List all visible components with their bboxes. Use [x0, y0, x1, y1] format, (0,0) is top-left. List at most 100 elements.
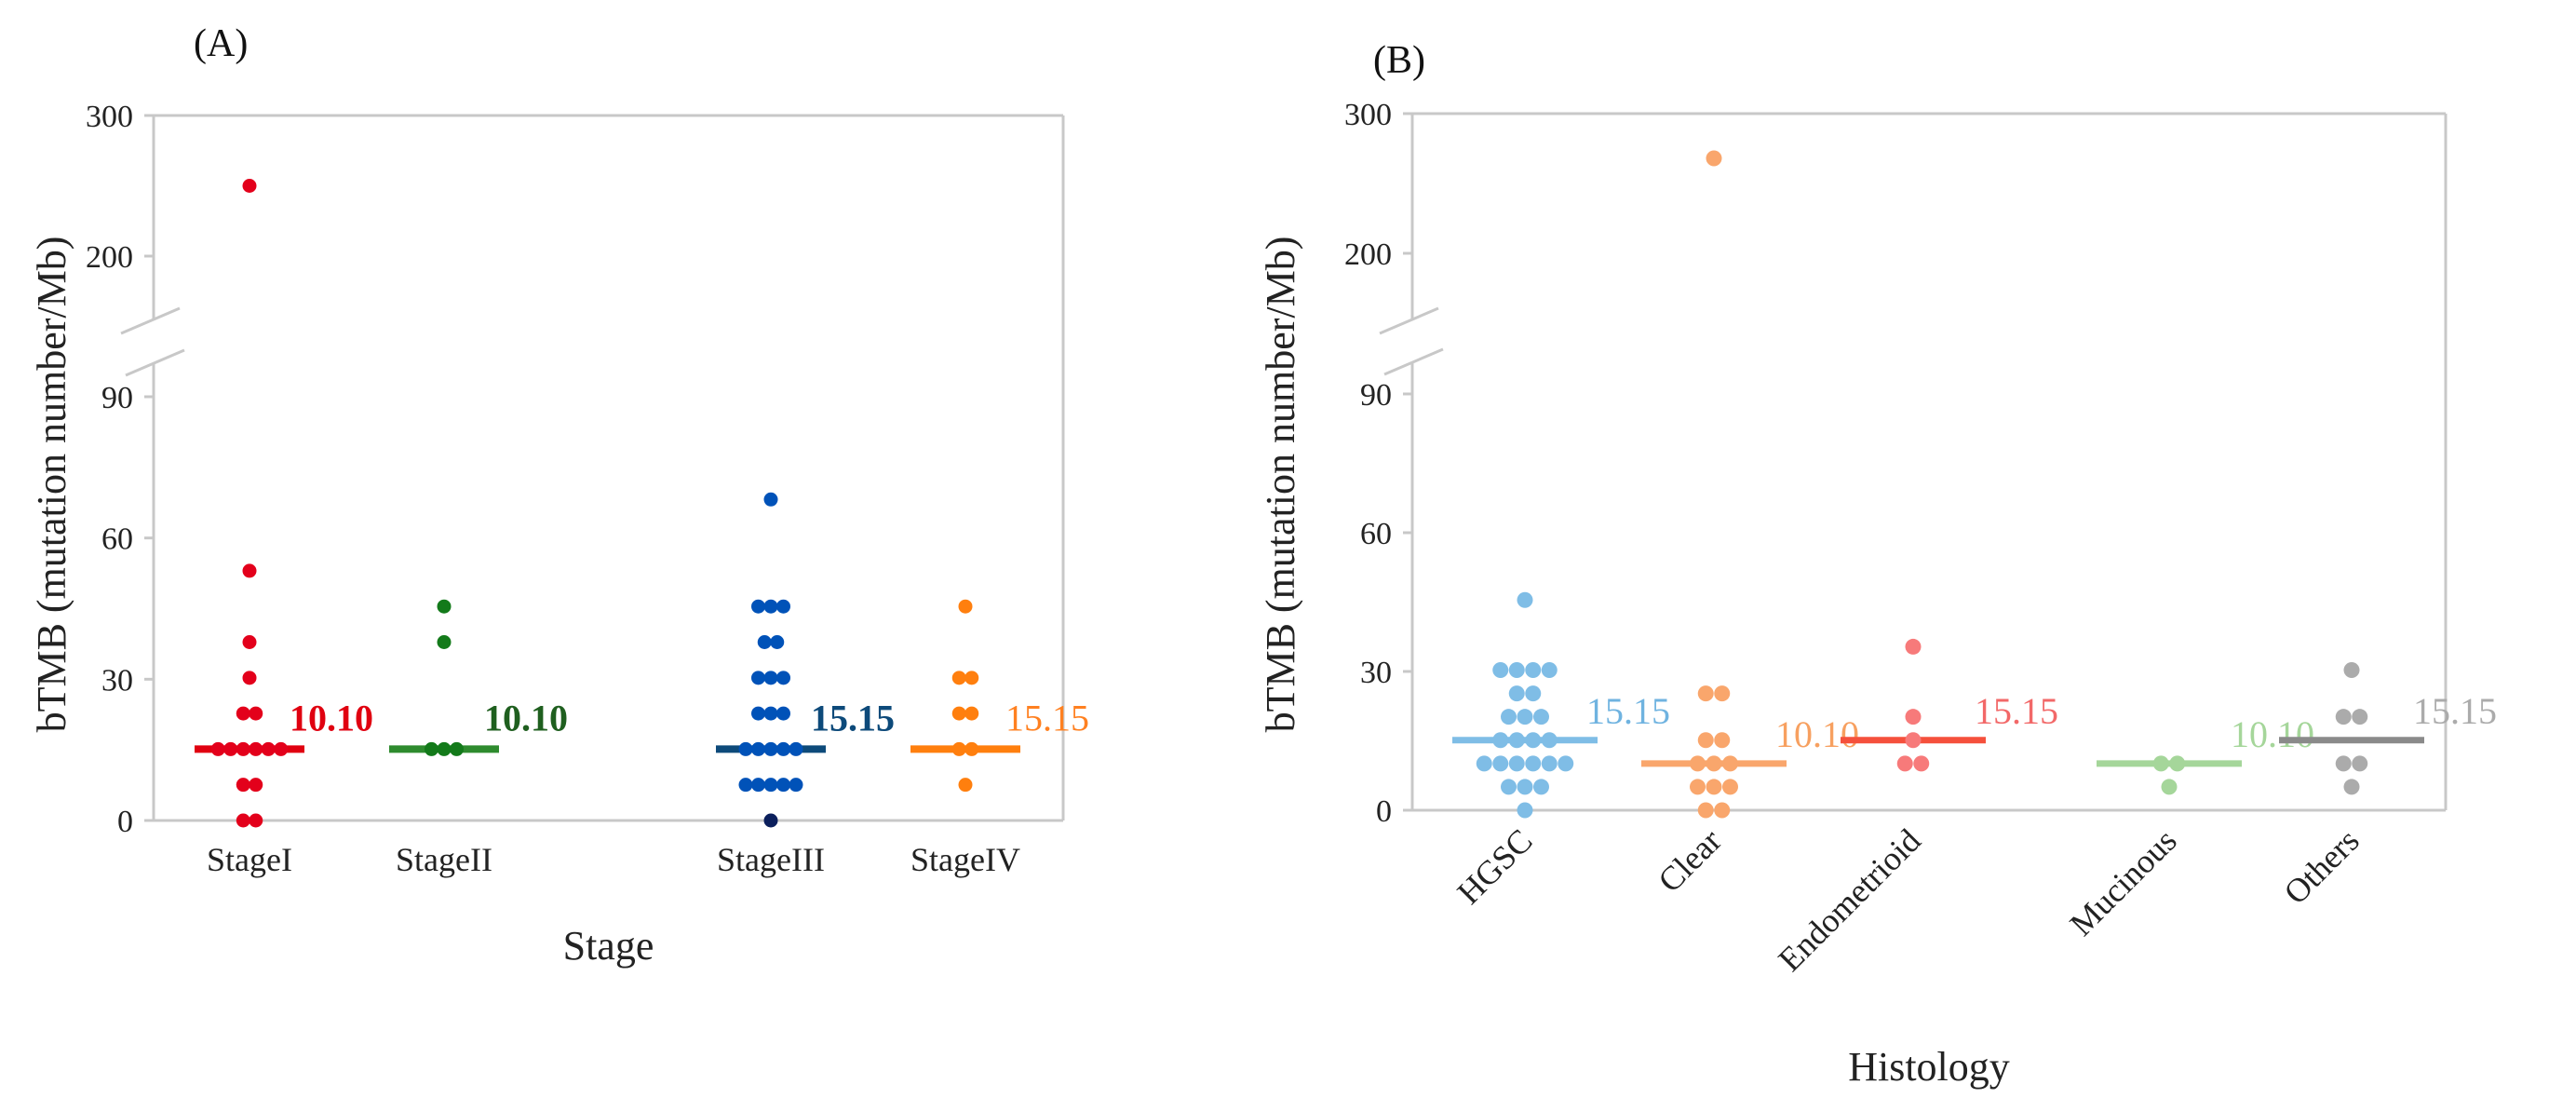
axis-break-mark — [125, 348, 185, 377]
median-value-label: 10.10 — [290, 697, 373, 739]
data-point — [236, 741, 250, 756]
data-point — [751, 599, 765, 614]
data-point — [1492, 755, 1509, 772]
data-point — [1517, 802, 1533, 819]
panel-b-histology: 0 30 60 90 200 300 (B) bTMB (mutation number/Mb… — [1258, 39, 2497, 1090]
data-point — [2352, 709, 2368, 725]
data-point — [776, 671, 790, 685]
data-point — [776, 778, 790, 793]
data-point — [1476, 755, 1492, 772]
y-tick-label: 60 — [101, 522, 133, 557]
data-point — [958, 778, 973, 793]
category-group-others: Others 15.15 — [2277, 662, 2497, 912]
data-point — [1541, 732, 1558, 749]
data-point — [2169, 755, 2186, 772]
axis-break-mark — [1383, 347, 1444, 376]
data-point — [2352, 755, 2368, 772]
data-point — [1508, 662, 1525, 679]
data-point — [763, 813, 778, 828]
y-tick-label: 200 — [1344, 237, 1392, 272]
data-point — [1690, 755, 1706, 772]
data-point — [274, 741, 289, 756]
data-point — [1896, 755, 1913, 772]
data-point — [738, 778, 753, 793]
data-point — [236, 813, 250, 828]
data-point — [1541, 755, 1558, 772]
y-tick-label: 0 — [1376, 794, 1392, 829]
data-point — [437, 599, 452, 614]
data-point — [1697, 685, 1714, 702]
data-point — [1501, 709, 1517, 725]
data-point — [770, 634, 785, 649]
data-point — [437, 741, 452, 756]
axis-break-mark — [1379, 306, 1439, 335]
data-point — [1517, 779, 1533, 795]
data-point — [951, 706, 966, 721]
data-point — [763, 671, 778, 685]
data-point — [951, 671, 966, 685]
data-point — [751, 741, 765, 756]
category-group-clear: Clear 10.10 — [1641, 150, 1859, 900]
median-value-label: 15.15 — [1005, 697, 1089, 739]
data-point — [242, 634, 257, 649]
data-point — [1525, 755, 1542, 772]
data-point — [951, 741, 966, 756]
data-point — [1508, 732, 1525, 749]
data-point — [1525, 685, 1542, 702]
y-axis-title: bTMB (mutation number/Mb) — [29, 237, 74, 733]
median-value-label: 15.15 — [1975, 690, 2058, 732]
category-group-endometrioid: Endometrioid 15.15 — [1771, 638, 2058, 979]
data-point — [1541, 662, 1558, 679]
data-point — [249, 778, 263, 793]
data-point — [1533, 709, 1549, 725]
category-group-stageii: StageII 10.10 — [389, 599, 568, 878]
x-tick-label: Others — [2277, 821, 2367, 911]
data-point — [763, 741, 778, 756]
data-point — [2335, 755, 2352, 772]
data-point — [1697, 802, 1714, 819]
data-point — [1722, 755, 1738, 772]
data-point — [249, 813, 263, 828]
data-point — [738, 741, 753, 756]
data-point — [763, 778, 778, 793]
data-point — [425, 741, 438, 756]
data-point — [249, 706, 263, 721]
data-point — [776, 599, 790, 614]
median-value-label: 10.10 — [1775, 713, 1859, 755]
data-point — [249, 741, 263, 756]
data-point — [1706, 755, 1722, 772]
data-point — [958, 599, 973, 614]
x-axis-title: Histology — [1848, 1044, 2010, 1090]
y-axis-title: bTMB (mutation number/Mb) — [1258, 237, 1303, 733]
data-point — [1706, 150, 1722, 167]
data-point — [242, 179, 257, 193]
data-point — [223, 741, 238, 756]
data-point — [1905, 732, 1922, 749]
data-point — [2343, 779, 2360, 795]
category-group-stageiv: StageIV 15.15 — [910, 599, 1089, 878]
y-tick-label: 30 — [1360, 656, 1392, 690]
median-value-label: 15.15 — [1586, 690, 1670, 732]
data-point — [1508, 755, 1525, 772]
data-point — [1558, 755, 1574, 772]
data-point — [789, 778, 803, 793]
y-tick-label: 30 — [101, 663, 133, 698]
data-point — [789, 741, 803, 756]
y-tick-label: 90 — [1360, 378, 1392, 413]
data-point — [776, 741, 790, 756]
y-tick-label: 90 — [101, 381, 133, 415]
y-tick-label: 0 — [117, 805, 133, 839]
data-point — [763, 599, 778, 614]
data-point — [1525, 732, 1542, 749]
data-point — [1525, 662, 1542, 679]
data-point — [763, 492, 778, 507]
data-point — [964, 741, 979, 756]
panel-label: (A) — [194, 22, 248, 65]
data-point — [1714, 685, 1731, 702]
data-point — [1905, 709, 1922, 725]
x-tick-label: Endometrioid — [1771, 821, 1927, 978]
y-tick-label: 300 — [86, 100, 133, 134]
data-point — [450, 741, 464, 756]
data-point — [2335, 709, 2352, 725]
category-group-stageiii: StageIII 15.15 — [716, 492, 895, 878]
